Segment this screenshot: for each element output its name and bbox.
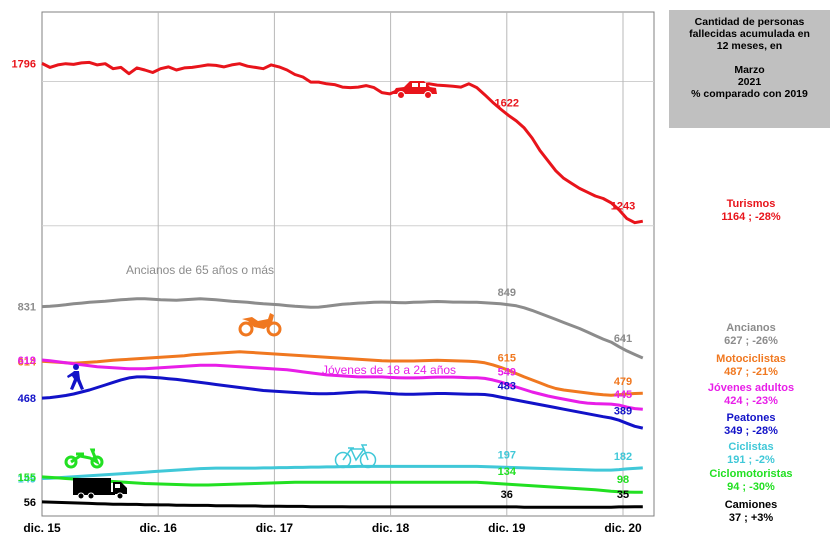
- legend-motociclistas: Motociclistas 487 ; -21%: [690, 353, 812, 379]
- legend-ciclistas: Ciclistas 191 ; -2%: [690, 441, 812, 467]
- legend-ciclomotoristas: Ciclomotoristas 94 ; -30%: [690, 468, 812, 494]
- series-line-ciclistas: [41, 464, 643, 480]
- legend-name: Turismos: [726, 198, 776, 210]
- legend-value: 37 ; +3%: [728, 512, 774, 524]
- car-icon: [392, 81, 437, 99]
- info-line: Marzo: [734, 64, 765, 76]
- legend-ancianos: Ancianos 627 ; -26%: [690, 322, 812, 348]
- bicycle-icon: [334, 444, 377, 469]
- motorcycle-icon: [238, 313, 282, 337]
- legend-value: 349 ; -28%: [724, 425, 778, 437]
- chart-icons: [64, 81, 437, 500]
- point-label-peatones: 483: [498, 381, 516, 393]
- point-label-turismos: 1622: [495, 97, 519, 109]
- series-line-ciclomotoristas: [41, 475, 643, 494]
- legend-name: Camiones: [724, 499, 778, 511]
- point-label-jovenes: 549: [498, 366, 516, 378]
- legend-name: Peatones: [726, 412, 776, 424]
- legend-value: 627 ; -26%: [724, 335, 778, 347]
- legend-value: 1164 ; -28%: [721, 211, 781, 223]
- start-label-ciclistas: 149: [18, 473, 36, 485]
- legend-value: 487 ; -21%: [724, 366, 778, 378]
- chart-labels: dic. 15 dic. 16 dic. 17 dic. 18 dic. 19 dic. …: [12, 58, 642, 535]
- legend-peatones: Peatones 349 ; -28%: [690, 412, 812, 438]
- x-tick-label: dic. 20: [604, 521, 642, 535]
- x-tick-label: dic. 18: [372, 521, 410, 535]
- moped-icon: [64, 448, 104, 469]
- series-line-jovenes: [41, 358, 643, 411]
- inline-series-label: Jóvenes de 18 a 24 años: [322, 363, 456, 377]
- series-line-camiones: [41, 500, 643, 509]
- plot-frame: [41, 11, 655, 517]
- info-box: Cantidad de personas fallecidas acumulad…: [669, 10, 830, 128]
- legend-value: 424 ; -23%: [724, 395, 778, 407]
- point-label-motociclistas: 479: [614, 376, 632, 388]
- point-label-turismos: 1243: [611, 201, 635, 213]
- start-label-jovenes: 619: [18, 355, 36, 367]
- legend-value: 191 ; -2%: [727, 454, 775, 466]
- point-label-peatones: 389: [614, 405, 632, 417]
- point-label-ancianos: 641: [614, 333, 632, 345]
- series-line-peatones: [41, 375, 644, 430]
- point-label-ancianos: 849: [498, 287, 516, 299]
- legend-value: 94 ; -30%: [727, 481, 775, 493]
- x-tick-label: dic. 17: [256, 521, 294, 535]
- point-label-jovenes: 445: [614, 389, 632, 401]
- point-label-motociclistas: 615: [498, 352, 516, 364]
- legend-name: Ancianos: [726, 322, 776, 334]
- legend-turismos: Turismos 1164 ; -28%: [690, 198, 812, 224]
- start-label-ciclomotoristas: 155: [18, 472, 36, 484]
- series-line-ancianos: [41, 297, 644, 360]
- point-label-ciclistas: 182: [614, 451, 632, 463]
- start-label-motociclistas: 614: [18, 356, 37, 368]
- x-tick-label: dic. 19: [488, 521, 526, 535]
- legend-name: Jóvenes adultos: [707, 382, 795, 394]
- info-line: 12 meses, en: [716, 40, 783, 52]
- info-line: % comparado con 2019: [691, 88, 808, 100]
- chart-grid: [41, 11, 655, 517]
- point-label-camiones: 36: [501, 489, 513, 501]
- inline-series-label: Ancianos de 65 años o más: [126, 263, 274, 277]
- legend-name: Ciclomotoristas: [709, 468, 793, 480]
- truck-icon: [73, 478, 127, 500]
- info-line: Cantidad de personas: [694, 16, 805, 28]
- series-line-turismos: [41, 60, 644, 225]
- point-label-ciclistas: 197: [498, 449, 516, 461]
- point-label-ciclomotoristas: 134: [498, 466, 517, 478]
- x-tick-label: dic. 15: [23, 521, 61, 535]
- legend-name: Ciclistas: [728, 441, 774, 453]
- start-label-peatones: 468: [18, 393, 36, 405]
- info-line: fallecidas acumulada en: [689, 28, 810, 40]
- start-label-camiones: 56: [24, 497, 36, 509]
- info-line: 2021: [737, 76, 762, 88]
- legend-camiones: Camiones 37 ; +3%: [690, 499, 812, 525]
- pedestrian-icon: [67, 364, 84, 390]
- x-tick-label: dic. 16: [140, 521, 178, 535]
- point-label-camiones: 35: [617, 489, 629, 501]
- start-label-ancianos: 831: [18, 302, 36, 314]
- series-line-motociclistas: [41, 350, 643, 397]
- start-label-turismos: 1796: [12, 58, 36, 70]
- chart-lines: [41, 60, 644, 509]
- legend-name: Motociclistas: [716, 353, 786, 365]
- point-label-ciclomotoristas: 98: [617, 474, 629, 486]
- legend-jovenes: Jóvenes adultos 424 ; -23%: [690, 382, 812, 408]
